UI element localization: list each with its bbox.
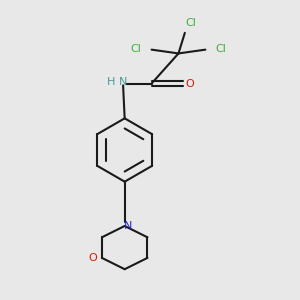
Text: N: N bbox=[119, 77, 127, 87]
Text: Cl: Cl bbox=[186, 18, 196, 28]
Text: Cl: Cl bbox=[130, 44, 141, 54]
Text: N: N bbox=[124, 221, 133, 231]
Text: Cl: Cl bbox=[216, 44, 227, 54]
Text: O: O bbox=[88, 253, 98, 263]
Text: O: O bbox=[186, 79, 195, 88]
Text: H: H bbox=[107, 77, 115, 87]
